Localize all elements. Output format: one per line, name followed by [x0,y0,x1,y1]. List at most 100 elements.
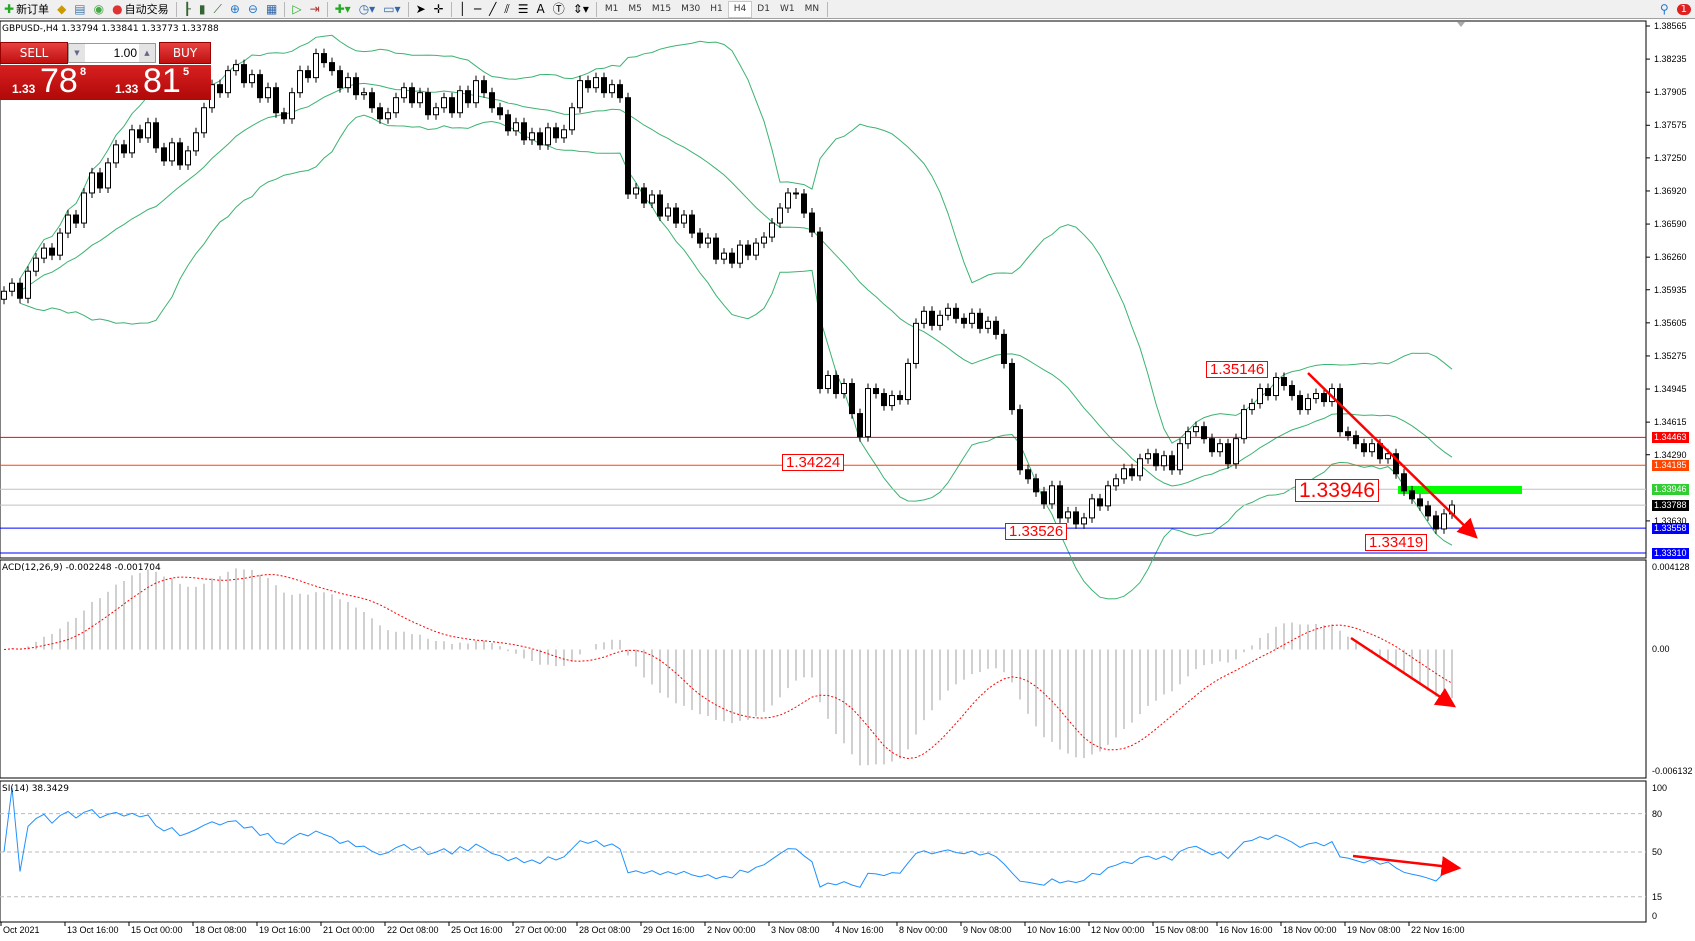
candle-bull [1233,438,1239,465]
text-button[interactable]: A [533,1,549,18]
candlestick-button[interactable]: ▮ [195,1,210,18]
autoscroll-button[interactable]: ⇥ [306,1,324,18]
cursor-button[interactable]: ➤ [412,1,430,18]
candle-bear [481,80,487,94]
text-label-button[interactable]: Ⓣ [549,1,569,18]
ask-price-pips: 81 [143,62,181,100]
candle-bear [1225,443,1231,465]
data-window-button[interactable]: ▤ [70,1,89,18]
time-label: 13 Oct 16:00 [67,925,119,935]
candle-bull [921,310,927,324]
equidistant-channel-button[interactable]: ⫽ [500,1,513,18]
candle-bull [889,395,895,407]
market-watch-button[interactable]: ◆ [53,1,70,18]
candle-bull [945,307,951,316]
candle-bull [841,383,847,395]
lot-increase-button[interactable]: ▲ [139,44,155,62]
candle-bear [1401,473,1407,492]
chart-shift-button[interactable]: ▷ [288,1,305,18]
candle-bull [81,192,87,224]
time-label: 22 Oct 08:00 [387,925,439,935]
lot-decrease-button[interactable]: ▼ [69,44,85,62]
zoom-out-button[interactable]: ⊖ [244,1,262,18]
vertical-line-button[interactable]: │ [455,1,470,18]
candle-bull [193,132,199,152]
timeframe-m1[interactable]: M1 [604,4,619,14]
auto-trading-button[interactable]: ● 自动交易 [108,1,172,18]
timeframe-m30[interactable]: M30 [681,4,701,14]
candle-bull [1177,443,1183,471]
zoom-in-button[interactable]: ⊕ [226,1,244,18]
macd-signal-line [3,573,1453,760]
crosshair-button[interactable]: ✛ [430,1,448,18]
time-label: 3 Nov 08:00 [771,925,820,935]
fibonacci-button[interactable]: ☰ [514,1,533,18]
candle-bull [753,242,759,256]
templates-button[interactable]: ▭▾ [379,1,404,18]
indicators-button[interactable]: ✚▾ [331,1,355,18]
annotation-low-2[interactable]: 1.33526 [1005,523,1068,540]
candle-bull [385,112,391,120]
timeframe-m15[interactable]: M15 [651,4,672,14]
candle-bull [41,247,47,259]
candle-bear [305,70,311,79]
candle-bear [553,127,559,139]
periods-button[interactable]: ◷▾ [355,1,380,18]
ask-price[interactable]: 1.33 81 5 [103,62,211,100]
timeframe-h4[interactable]: H4 [727,0,753,18]
timeframe-mn[interactable]: MN [804,4,820,14]
time-label: 19 Oct 16:00 [259,925,311,935]
candle-bull [649,194,655,204]
trend-arrow-price [1307,372,1478,539]
horizontal-line-button[interactable]: ─ [470,1,485,18]
candle-bear [369,92,375,109]
notifications-button[interactable]: 1 [1673,1,1695,18]
candle-bull [705,237,711,244]
candle-bear [137,129,143,139]
candle-bull [9,282,15,292]
candle-bull [609,84,615,94]
macd-histogram [11,568,1453,766]
new-order-button[interactable]: ✚ 新订单 [0,1,53,18]
trendline-button[interactable]: ╱ [485,1,500,18]
timeframe-m5[interactable]: M5 [628,4,642,14]
candle-bear [929,310,935,326]
timeframe-w1[interactable]: W1 [779,4,795,14]
signals-button[interactable]: ◉ [90,1,108,18]
separator [595,1,597,17]
arrows-button[interactable]: ⇕▾ [569,1,593,18]
candle-bull [777,207,783,224]
line-chart-button[interactable]: ⟋ [209,1,225,18]
timeframe-h1[interactable]: H1 [710,4,723,14]
candle-bear [1297,395,1303,411]
bid-price-fraction: 8 [80,66,87,78]
bid-price[interactable]: 1.33 78 8 [0,62,104,100]
candle-bull [457,90,463,114]
candle-bear [1321,393,1327,403]
candle-bull [985,320,991,329]
timeframe-d1[interactable]: D1 [757,4,770,14]
bar-chart-button[interactable]: ┠ [180,1,195,18]
annotation-low-3[interactable]: 1.33419 [1365,534,1428,551]
candle-bear [1097,498,1103,507]
candle-bear [273,87,279,114]
search-button[interactable]: ⚲ [1656,1,1673,18]
candle-bear [1433,515,1439,530]
tile-windows-button[interactable]: ▦ [262,1,281,18]
lot-size-input[interactable] [85,46,139,60]
rsi-label: SI(14) 38.3429 [2,784,69,794]
separator [450,1,452,17]
candle-bull [1193,426,1199,433]
price-tick-label: 1.36590 [1654,219,1687,230]
candle-bull [89,172,95,194]
annotation-level[interactable]: 1.33946 [1295,479,1379,502]
time-label: 15 Oct 00:00 [131,925,183,935]
lot-size-field: ▼ ▲ [68,43,156,63]
annotation-low-1[interactable]: 1.34224 [782,454,845,471]
candle-bull [65,214,71,234]
buy-button[interactable]: BUY [159,42,211,64]
sell-button[interactable]: SELL [0,42,68,64]
annotation-high[interactable]: 1.35146 [1206,361,1269,378]
price-tick-label: 1.38235 [1654,54,1687,65]
